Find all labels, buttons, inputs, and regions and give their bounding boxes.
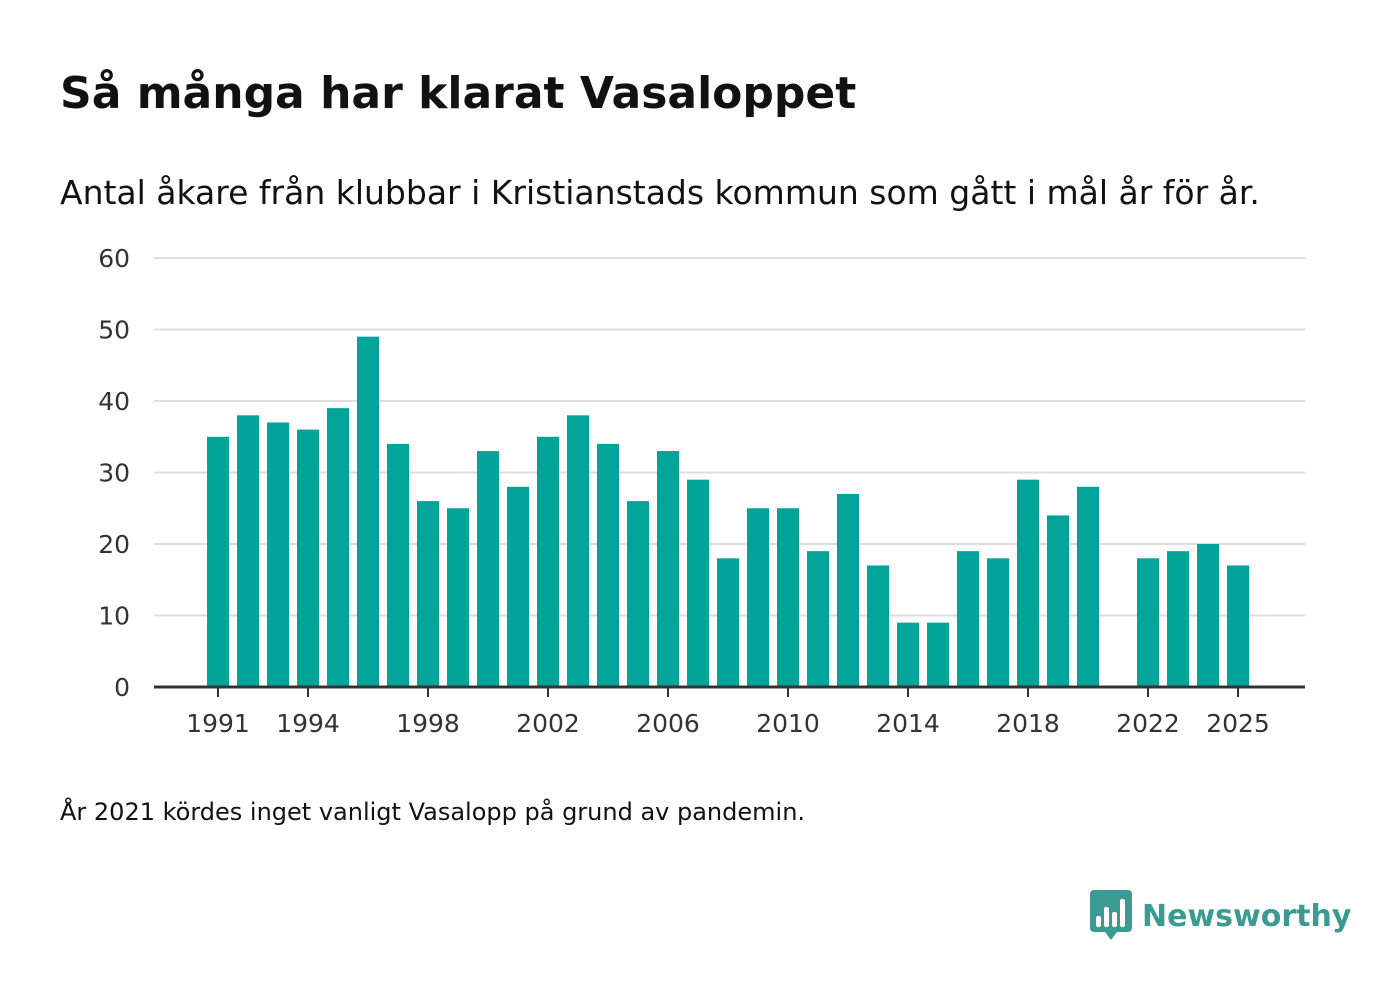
bar-2009	[747, 508, 769, 687]
bar-2016	[957, 551, 979, 687]
bar-1993	[267, 422, 289, 687]
y-tick-label: 50	[98, 316, 130, 345]
x-tick-label: 2025	[1206, 709, 1270, 738]
bar-2023	[1167, 551, 1189, 687]
bar-2011	[807, 551, 829, 687]
x-tick-label: 2014	[876, 709, 940, 738]
y-tick-label: 10	[98, 602, 130, 631]
bar-2003	[567, 415, 589, 687]
y-tick-label: 60	[98, 244, 130, 273]
bar-1992	[237, 415, 259, 687]
bar-2004	[597, 443, 619, 687]
y-tick-labels: 0 10 20 30 40 50 60	[98, 244, 130, 702]
x-tick-label: 1994	[276, 709, 340, 738]
bar-chart-badge-icon	[1090, 890, 1132, 940]
x-axis	[154, 685, 1305, 697]
bars	[207, 336, 1249, 687]
x-tick-label: 2018	[996, 709, 1060, 738]
x-tick-label: 1998	[396, 709, 460, 738]
bar-2008	[717, 558, 739, 687]
brand-logo[interactable]: Newsworthy	[1090, 888, 1351, 944]
bar-2007	[687, 479, 709, 687]
chart-title: Så många har klarat Vasaloppet	[60, 68, 857, 119]
bar-2018	[1017, 479, 1039, 687]
y-tick-label: 0	[114, 673, 130, 702]
x-tick-label: 2006	[636, 709, 700, 738]
bar-2017	[987, 558, 1009, 687]
chart-subtitle: Antal åkare från klubbar i Kristianstads…	[60, 173, 1260, 212]
footnote: År 2021 kördes inget vanligt Vasalopp på…	[60, 798, 806, 826]
bar-1991	[207, 436, 229, 687]
bar-1994	[297, 429, 319, 687]
bar-2002	[537, 436, 559, 687]
bar-2024	[1197, 544, 1219, 687]
x-tick-label: 2002	[516, 709, 580, 738]
bar-2022	[1137, 558, 1159, 687]
bar-2000	[477, 451, 499, 687]
bar-2001	[507, 486, 529, 687]
y-tick-label: 30	[98, 459, 130, 488]
bar-1995	[327, 408, 349, 687]
x-tick-labels: 1991 1994 1998 2002 2006 2010 2014 2018 2022 2025	[186, 709, 1270, 738]
bar-1996	[357, 336, 379, 687]
bar-1998	[417, 501, 439, 687]
bar-2020	[1077, 486, 1099, 687]
y-tick-label: 40	[98, 387, 130, 416]
x-tick-label: 2022	[1116, 709, 1180, 738]
bar-2012	[837, 493, 859, 687]
x-tick-label: 1991	[186, 709, 250, 738]
bar-2013	[867, 565, 889, 687]
brand-name: Newsworthy	[1142, 898, 1352, 934]
bar-2006	[657, 451, 679, 687]
bar-chart: 0 10 20 30 40 50 60 1991 1994 1998 2002 2006 2010 20…	[98, 244, 1305, 738]
bar-2025	[1227, 565, 1249, 687]
y-tick-label: 20	[98, 530, 130, 559]
bar-2005	[627, 501, 649, 687]
bar-2014	[897, 622, 919, 687]
bar-2019	[1047, 515, 1069, 687]
bar-1997	[387, 443, 409, 687]
bar-2015	[927, 622, 949, 687]
x-tick-label: 2010	[756, 709, 820, 738]
bar-2010	[777, 508, 799, 687]
bar-1999	[447, 508, 469, 687]
